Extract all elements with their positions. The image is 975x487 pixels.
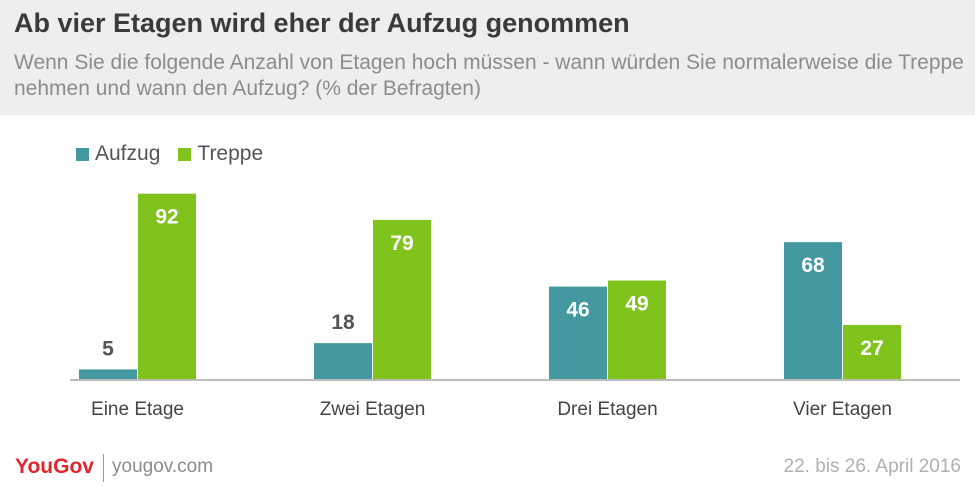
legend-swatch-treppe <box>178 147 192 161</box>
legend-item-aufzug: Aufzug <box>76 142 160 166</box>
category-label-0: Eine Etage <box>91 399 184 420</box>
footer-separator <box>103 454 104 482</box>
data-label-aufzug-2: 46 <box>566 299 589 322</box>
bar-aufzug-2 <box>549 286 607 380</box>
bar-treppe-3 <box>843 324 901 380</box>
category-label-1: Zwei Etagen <box>320 399 426 420</box>
legend-item-treppe: Treppe <box>178 142 263 166</box>
chart-legend: Aufzug Treppe <box>76 142 281 166</box>
legend-label-treppe: Treppe <box>197 142 264 165</box>
bar-treppe-2 <box>608 280 666 380</box>
bar-aufzug-3 <box>784 242 842 380</box>
bar-aufzug-0 <box>79 369 137 380</box>
category-label-2: Drei Etagen <box>557 399 657 420</box>
yougov-logo: YouGov <box>15 455 94 478</box>
chart-subtitle: Wenn Sie die folgende Anzahl von Etagen … <box>14 51 964 100</box>
chart-title: Ab vier Etagen wird eher der Aufzug geno… <box>14 8 630 38</box>
category-label-3: Vier Etagen <box>793 399 892 420</box>
chart-header: Ab vier Etagen wird eher der Aufzug geno… <box>0 0 975 115</box>
bar-treppe-1 <box>373 219 431 380</box>
data-label-treppe-3: 27 <box>860 337 883 360</box>
data-label-aufzug-1: 18 <box>331 311 355 334</box>
footer-url: yougov.com <box>112 456 214 477</box>
bar-aufzug-1 <box>314 343 372 380</box>
bar-treppe-0 <box>138 193 196 380</box>
data-label-aufzug-0: 5 <box>102 337 114 360</box>
legend-label-aufzug: Aufzug <box>95 142 161 165</box>
data-label-treppe-0: 92 <box>155 206 178 229</box>
data-label-treppe-2: 49 <box>625 293 648 316</box>
data-label-aufzug-3: 68 <box>801 254 825 277</box>
legend-swatch-aufzug <box>76 147 89 161</box>
footer-date: 22. bis 26. April 2016 <box>783 456 961 477</box>
data-label-treppe-1: 79 <box>390 232 413 255</box>
